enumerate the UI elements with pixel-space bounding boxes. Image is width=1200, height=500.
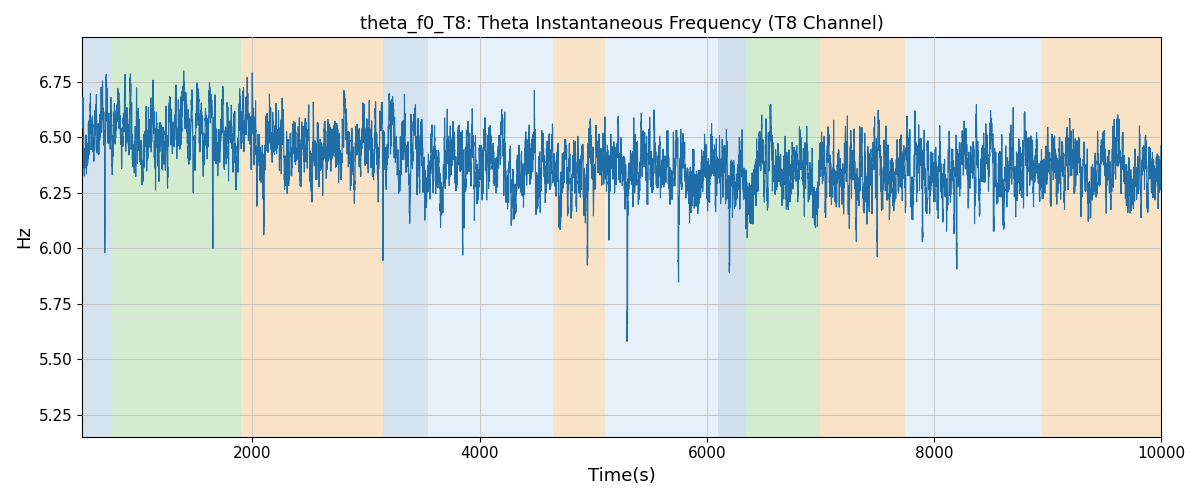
Bar	[428, 38, 553, 436]
Bar	[383, 38, 428, 436]
Bar	[110, 38, 241, 436]
X-axis label: Time(s): Time(s)	[588, 467, 655, 485]
Bar	[906, 38, 1042, 436]
Title: theta_f0_T8: Theta Instantaneous Frequency (T8 Channel): theta_f0_T8: Theta Instantaneous Frequen…	[360, 15, 883, 34]
Bar	[241, 38, 383, 436]
Bar	[605, 38, 718, 436]
Bar	[821, 38, 906, 436]
Bar	[553, 38, 605, 436]
Bar	[1042, 38, 1160, 436]
Bar	[82, 38, 110, 436]
Bar	[718, 38, 746, 436]
Y-axis label: Hz: Hz	[14, 226, 32, 248]
Bar	[746, 38, 821, 436]
